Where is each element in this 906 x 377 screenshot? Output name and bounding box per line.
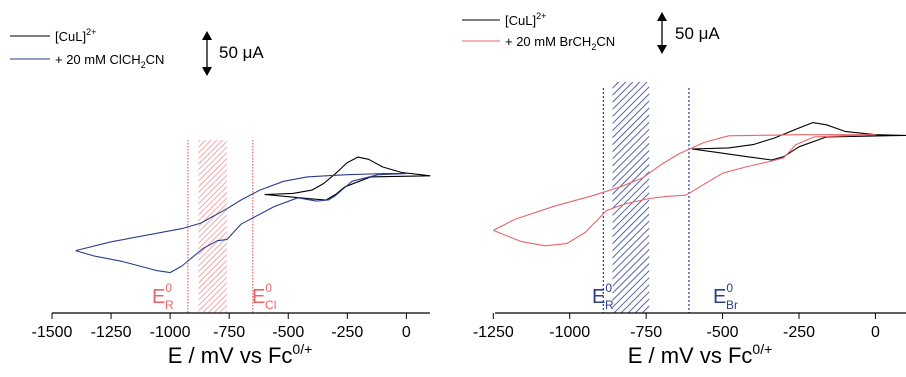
left-scale-bar: 50 μA — [202, 31, 264, 76]
right-legend: [CuL]2+ + 20 mM BrCH2CN — [462, 11, 615, 52]
left-panel: -1500 -1250 -1000 -750 -500 -250 0 E / mV vs F… — [10, 27, 431, 368]
right-scale-label: 50 μA — [675, 24, 720, 43]
right-scale-bar: 50 μA — [657, 12, 720, 54]
x-tick-label: -500 — [272, 324, 304, 341]
left-x-axis-title: E / mV vs Fc0/+ — [168, 341, 313, 368]
right-panel: -1250 -1000 -750 -500 -250 0 E / mV vs Fc0/+ … — [462, 11, 906, 368]
x-tick-label: 0 — [402, 324, 411, 341]
x-tick-label: -750 — [630, 324, 662, 341]
right-x-axis-title: E / mV vs Fc0/+ — [628, 341, 773, 368]
x-tick-label: -250 — [783, 324, 815, 341]
x-tick-label: -750 — [213, 324, 245, 341]
left-scale-label: 50 μA — [219, 43, 264, 62]
left-plot-area — [75, 140, 431, 313]
x-tick-label: -1000 — [150, 324, 191, 341]
x-tick-label: -1250 — [473, 324, 514, 341]
series-line-0 — [691, 122, 906, 161]
legend-label-culx: [CuL]2+ — [55, 27, 96, 44]
series-line-0 — [264, 156, 431, 201]
shaded-region — [198, 140, 227, 313]
left-legend: [CuL]2+ + 20 mM ClCH2CN — [10, 27, 164, 70]
right-e0-br-label: E0 Br — [713, 281, 738, 312]
legend-label-brch2cn: + 20 mM BrCH2CN — [505, 34, 615, 52]
series-line-1 — [75, 173, 407, 274]
x-tick-label: -250 — [331, 324, 363, 341]
right-e0-r-label: E0 R — [592, 281, 614, 312]
x-tick-label: -500 — [707, 324, 739, 341]
series-line-1 — [493, 134, 876, 247]
left-e0-cl-label: E0 Cl — [252, 281, 276, 312]
left-e0-r-label: E0 R — [152, 281, 174, 312]
legend-label-culx: [CuL]2+ — [505, 11, 546, 28]
shaded-region — [612, 82, 650, 313]
right-plot-area — [493, 82, 906, 313]
left-x-ticks: -1500 -1250 -1000 -750 -500 -250 0 — [32, 313, 411, 341]
right-x-ticks: -1250 -1000 -750 -500 -250 0 — [473, 313, 880, 341]
x-tick-label: 0 — [871, 324, 880, 341]
legend-label-clch2cn: + 20 mM ClCH2CN — [55, 52, 164, 70]
x-tick-label: -1000 — [549, 324, 590, 341]
x-tick-label: -1500 — [32, 324, 73, 341]
x-tick-label: -1250 — [91, 324, 132, 341]
